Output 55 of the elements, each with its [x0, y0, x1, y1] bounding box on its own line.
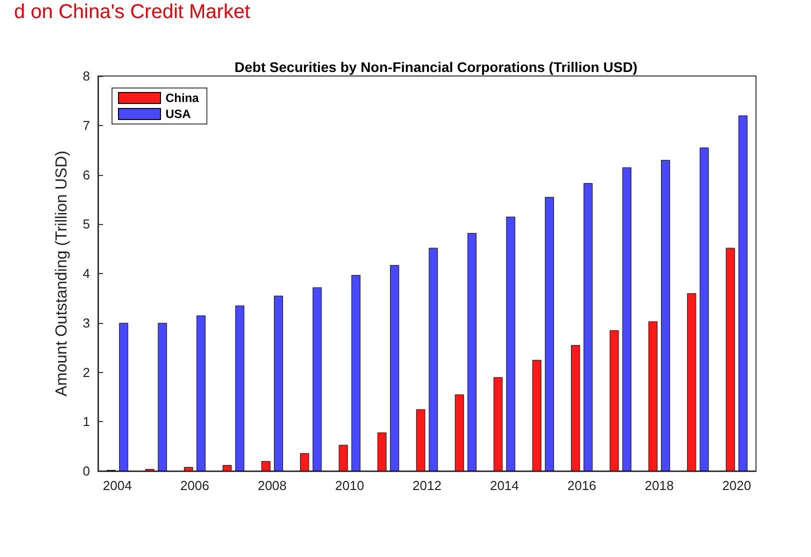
x-tick-label: 2006 [180, 478, 210, 493]
chart-title: Debt Securities by Non-Financial Corporations (Trillion USD) [234, 59, 638, 75]
bar [494, 377, 503, 471]
bar [738, 116, 748, 471]
bar [377, 432, 386, 471]
bar [610, 330, 619, 471]
bar [416, 409, 426, 471]
x-tick-label: 2008 [258, 478, 287, 493]
bar [184, 467, 193, 471]
bar [338, 444, 348, 471]
y-tick-label: 0 [82, 464, 90, 478]
bar [532, 360, 542, 471]
bar [584, 183, 593, 471]
bar [544, 196, 554, 471]
x-tick-label: 2010 [335, 478, 364, 493]
bar [726, 248, 735, 471]
y-tick-label: 1 [82, 414, 90, 430]
x-tick-label: 2020 [722, 478, 752, 493]
x-tick-label: 2018 [644, 478, 674, 493]
bar [468, 233, 477, 471]
legend-label: China [166, 91, 200, 105]
bar [506, 216, 516, 471]
y-tick-label: 6 [82, 167, 90, 182]
bar [196, 315, 206, 471]
y-tick-label: 4 [82, 266, 90, 281]
bar [312, 287, 322, 471]
x-tick-label: 2004 [102, 478, 132, 493]
bar [300, 453, 310, 471]
y-tick-label: 5 [82, 216, 90, 232]
bar [622, 167, 632, 471]
x-tick-label: 2016 [567, 478, 596, 493]
bar [700, 148, 709, 471]
bar [274, 296, 283, 471]
x-tick-label: 2014 [490, 478, 519, 493]
bar [222, 465, 232, 471]
y-tick-label: 2 [82, 364, 90, 380]
bar [351, 274, 360, 471]
x-tick-label: 2012 [412, 478, 442, 493]
y-tick-label: 3 [82, 315, 90, 330]
bar [235, 306, 244, 471]
bar [390, 265, 400, 471]
bar [119, 322, 128, 471]
legend-label: USA [166, 107, 192, 121]
bar [428, 248, 438, 471]
bar [454, 394, 464, 471]
bar [261, 461, 270, 471]
bar [158, 322, 167, 471]
y-axis-title: Amount Outstanding (Trillion USD) [54, 150, 70, 396]
bar [687, 293, 696, 471]
bar [648, 321, 658, 471]
text: d on China's Credit Market [14, 1, 251, 23]
y-tick-label: 7 [82, 118, 90, 133]
bar [571, 345, 580, 471]
y-tick-label: 8 [82, 68, 90, 84]
bar [661, 160, 670, 471]
